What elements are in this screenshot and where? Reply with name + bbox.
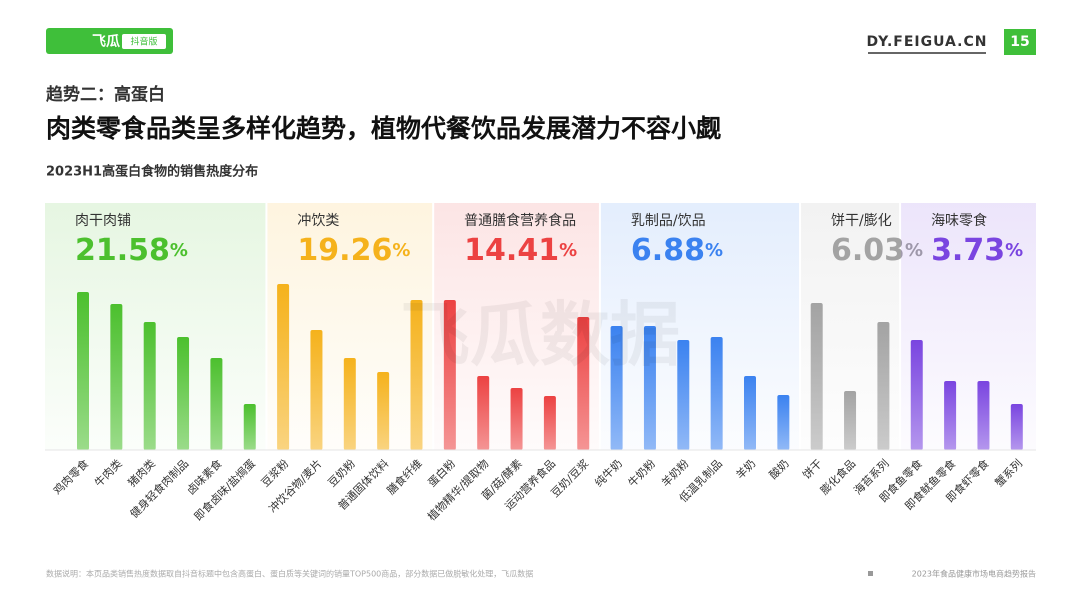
site: DY.FEIGUA.CN <box>867 34 988 50</box>
bar <box>443 300 456 450</box>
bar <box>777 395 790 450</box>
logo: 飞瓜 <box>92 34 120 50</box>
share-unit: % <box>559 240 577 261</box>
group-share: 6.03% <box>831 233 923 268</box>
bar <box>310 330 323 450</box>
bar <box>210 358 223 450</box>
x-tick-label: 豆奶粉 <box>325 456 358 489</box>
footer-bullet <box>868 571 873 576</box>
group-share: 6.88% <box>631 233 723 268</box>
bar <box>110 304 123 450</box>
x-tick-label: 羊奶粉 <box>658 456 691 489</box>
bar <box>910 340 923 450</box>
group-name: 饼干/膨化 <box>831 212 892 229</box>
share-unit: % <box>392 240 410 261</box>
share-value: 3.73 <box>931 233 1005 268</box>
x-tick-label: 纯牛奶 <box>592 456 625 489</box>
x-tick-label: 植物精华/提取物 <box>424 456 491 523</box>
bar <box>177 337 190 450</box>
share-value: 19.26 <box>297 233 392 268</box>
x-tick-label: 鸡肉零食 <box>50 456 91 497</box>
section: 趋势二：高蛋白 <box>46 84 165 105</box>
x-tick-label: 蛋白粉 <box>425 456 458 489</box>
bar <box>977 381 990 450</box>
x-tick-label: 饼干 <box>799 456 824 481</box>
bar <box>744 376 756 450</box>
bar <box>277 284 290 450</box>
group-share: 21.58% <box>75 233 188 268</box>
share-value: 21.58 <box>75 233 170 268</box>
panel <box>600 203 800 450</box>
share-unit: % <box>1005 240 1023 261</box>
group-share: 3.73% <box>931 233 1023 268</box>
watermark: 飞瓜数据 <box>400 294 680 376</box>
bar <box>510 388 523 450</box>
share-unit: % <box>705 240 723 261</box>
bar <box>610 326 623 450</box>
bar <box>710 337 723 450</box>
bar <box>543 396 556 450</box>
bar <box>410 300 423 450</box>
share-value: 6.88 <box>631 233 705 268</box>
bar <box>243 404 256 450</box>
x-tick-label: 羊奶 <box>733 456 758 481</box>
group-name: 海味零食 <box>931 212 987 229</box>
title: 肉类零食品类呈多样化趋势，植物代餐饮品发展潜力不容小觑 <box>46 114 721 143</box>
bar <box>643 326 656 450</box>
x-tick-label: 蟹系列 <box>992 456 1025 489</box>
x-tick-label: 健身轻食肉制品 <box>127 456 191 520</box>
x-tick-label: 猪肉类 <box>125 456 158 489</box>
share-unit: % <box>170 240 188 261</box>
group-name: 肉干肉铺 <box>75 213 131 229</box>
chart-title: 2023H1高蛋白食物的销售热度分布 <box>46 164 258 180</box>
bar <box>477 376 490 450</box>
page-number: 15 <box>1010 34 1029 50</box>
footer-report: 2023年食品健康市场电商趋势报告 <box>912 569 1036 579</box>
bar <box>677 340 690 450</box>
bar <box>577 317 590 450</box>
bar <box>1010 404 1023 450</box>
footer-note: 数据说明：本页品类销售热度数据取自抖音标题中包含高蛋白、蛋白质等关键词的销量TO… <box>46 569 533 579</box>
bar <box>143 322 156 450</box>
x-tick-label: 豆浆粉 <box>258 456 291 489</box>
bar <box>343 358 356 450</box>
bar <box>77 292 89 450</box>
page-badge <box>1004 29 1036 55</box>
bar <box>810 303 823 450</box>
bar <box>944 381 957 450</box>
share-value: 6.03 <box>831 233 905 268</box>
group-name: 乳制品/饮品 <box>631 213 706 229</box>
share-value: 14.41 <box>464 233 559 268</box>
x-tick-label: 膨化食品 <box>817 456 858 497</box>
bar <box>844 391 857 450</box>
logo-tag: 抖音版 <box>130 36 157 48</box>
x-tick-label: 酸奶 <box>766 456 791 481</box>
bar <box>377 372 390 450</box>
x-tick-label: 牛肉类 <box>91 456 124 489</box>
logo-tag-bg <box>122 34 166 49</box>
x-tick-label: 牛奶粉 <box>625 456 658 489</box>
bar <box>877 322 890 450</box>
x-tick-label: 即食卤味/盐焗蛋 <box>191 456 258 523</box>
group-name: 冲饮类 <box>297 213 339 229</box>
group-name: 普通膳食营养食品 <box>464 212 576 229</box>
group-share: 19.26% <box>297 233 410 268</box>
group-share: 14.41% <box>464 233 577 268</box>
x-tick-label: 膳食纤维 <box>384 456 425 497</box>
